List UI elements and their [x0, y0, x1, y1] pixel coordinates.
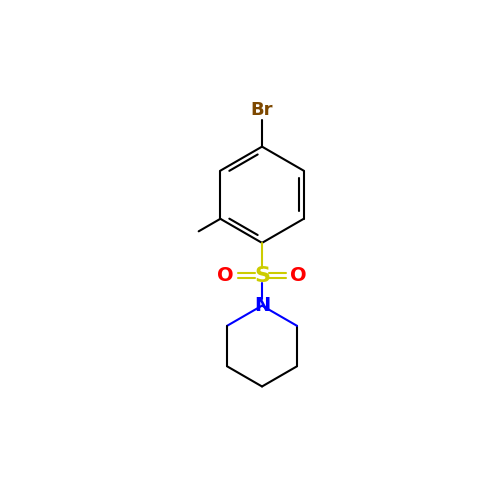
Text: O: O	[290, 266, 307, 285]
Text: Br: Br	[251, 100, 274, 118]
Text: N: N	[254, 296, 270, 315]
Text: O: O	[217, 266, 234, 285]
Text: S: S	[254, 266, 270, 285]
